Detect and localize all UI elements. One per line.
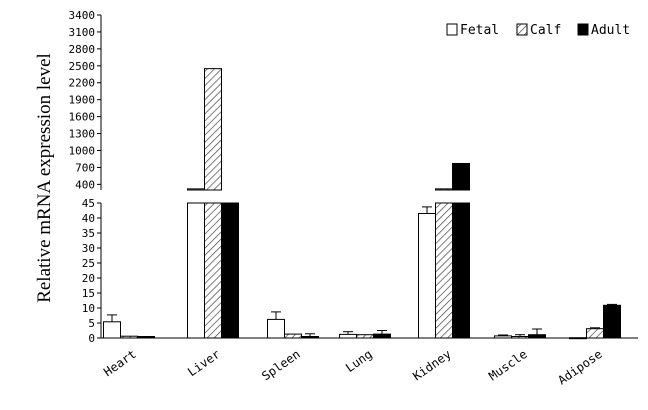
bar-adult-liver-upper: [221, 202, 239, 205]
legend-label-calf: Calf: [530, 23, 561, 38]
y-lower-tick-label: 20: [82, 272, 95, 285]
bar-calf-kidney-lower: [435, 202, 453, 339]
x-tick-label-muscle: Muscle: [486, 347, 530, 383]
bar-adult-kidney-lower: [452, 202, 470, 339]
bar-adult-kidney-upper: [452, 162, 470, 191]
y-upper-tick-label: 2200: [69, 77, 96, 90]
y-lower-tick-label: 35: [82, 227, 95, 240]
bar-adult-liver-lower: [221, 202, 239, 339]
bar-calf-kidney-upper: [435, 188, 453, 191]
bar-calf-liver-upper: [204, 68, 222, 191]
x-tick-label-lung: Lung: [343, 347, 375, 375]
y-upper-tick-label: 700: [75, 161, 95, 174]
bar-fetal-liver-lower: [187, 202, 205, 339]
bar-fetal-adipose: [569, 337, 587, 340]
bar-adult-adipose: [603, 304, 621, 339]
bar-fetal-liver-upper: [187, 188, 205, 191]
bar-adult-heart: [137, 336, 155, 339]
y-lower-tick-label: 25: [82, 257, 95, 270]
bar-fetal-kidney: [418, 213, 436, 339]
y-upper-tick-label: 1900: [69, 94, 96, 107]
bar-calf-lung: [356, 334, 374, 339]
y-upper-tick-label: 2800: [69, 43, 96, 56]
y-upper-tick-label: 400: [75, 178, 95, 191]
bar-adult-lung: [373, 333, 391, 339]
y-upper-tick-label: 3400: [69, 9, 96, 22]
bar-calf-adipose: [586, 328, 604, 339]
bar-calf-spleen: [284, 333, 302, 339]
bar-fetal-heart: [103, 321, 121, 339]
y-lower-tick-label: 10: [82, 302, 95, 315]
y-axis-label: Relative mRNA expression level: [34, 53, 55, 303]
bar-fetal-spleen: [267, 318, 285, 339]
y-lower-tick-label: 15: [82, 287, 95, 300]
bar-fetal-muscle: [494, 335, 512, 339]
bar-fetal-lung: [339, 333, 357, 339]
legend-swatch-calf: [516, 23, 528, 36]
legend-swatch-adult: [577, 23, 589, 36]
legend-label-fetal: Fetal: [460, 23, 499, 38]
y-lower-tick-label: 0: [88, 332, 95, 345]
y-lower-tick-label: 5: [88, 317, 95, 330]
x-tick-label-kidney: Kidney: [410, 347, 454, 383]
bar-calf-heart: [120, 335, 138, 339]
y-upper-tick-label: 3100: [69, 26, 96, 39]
x-tick-label-spleen: Spleen: [259, 347, 303, 383]
x-tick-label-heart: Heart: [101, 347, 139, 379]
y-upper-tick-label: 2500: [69, 60, 96, 73]
y-lower-tick-label: 30: [82, 242, 95, 255]
legend-label-adult: Adult: [591, 23, 630, 38]
y-lower-tick-label: 40: [82, 212, 95, 225]
y-upper-tick-label: 1000: [69, 144, 96, 157]
y-lower-tick-label: 45: [82, 197, 95, 210]
legend-swatch-fetal: [446, 23, 458, 36]
bar-adult-spleen: [301, 336, 319, 339]
x-tick-label-adipose: Adipose: [555, 347, 604, 387]
bar-calf-muscle: [511, 336, 529, 339]
bar-adult-muscle: [528, 334, 546, 339]
y-upper-tick-label: 1600: [69, 111, 96, 124]
x-tick-label-liver: Liver: [185, 347, 223, 379]
y-upper-tick-label: 1300: [69, 128, 96, 141]
bar-calf-liver-lower: [204, 202, 222, 339]
